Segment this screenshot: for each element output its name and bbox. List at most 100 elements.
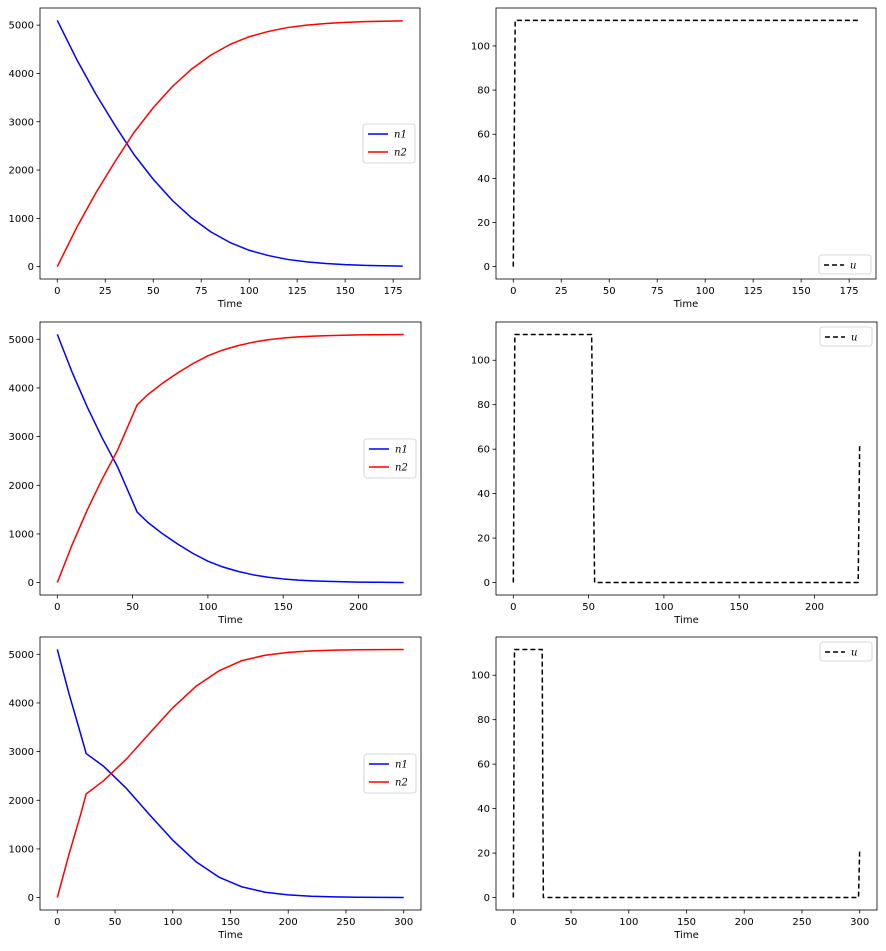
y-tick-label: 60	[477, 130, 490, 141]
x-tick-label: 0	[510, 917, 516, 928]
y-tick-label: 40	[477, 804, 490, 815]
x-tick-label: 300	[850, 917, 869, 928]
x-tick-label: 150	[730, 602, 749, 613]
plot-frame	[39, 7, 421, 280]
x-tick-label: 175	[384, 286, 403, 297]
legend-label-u: u	[851, 333, 857, 344]
y-tick-label: 0	[484, 893, 490, 904]
x-tick-label: 100	[654, 602, 673, 613]
x-tick-label: 50	[565, 917, 578, 928]
y-tick-label: 80	[477, 86, 490, 97]
y-tick-label: 3000	[9, 747, 34, 758]
x-tick-label: 0	[54, 286, 60, 297]
x-tick-label: 100	[198, 602, 217, 613]
x-tick-label: 50	[147, 286, 160, 297]
y-tick-label: 80	[477, 400, 490, 411]
y-tick-label: 0	[484, 578, 490, 589]
y-tick-label: 60	[477, 445, 490, 456]
legend-label-u: u	[851, 648, 857, 659]
y-tick-label: 1000	[9, 529, 34, 540]
series-line-u	[512, 648, 861, 899]
legend: u	[819, 326, 873, 347]
x-tick-label: 250	[792, 917, 811, 928]
x-tick-label: 150	[221, 917, 240, 928]
plot-frame	[495, 636, 878, 911]
y-tick-label: 4000	[9, 69, 34, 80]
x-tick-label: 100	[163, 917, 182, 928]
y-tick-label: 20	[477, 534, 490, 545]
x-axis-label: Time	[217, 930, 242, 941]
x-tick-label: 50	[109, 917, 122, 928]
x-tick-label: 125	[744, 286, 763, 297]
x-tick-label: 150	[336, 286, 355, 297]
legend: u	[818, 254, 872, 275]
x-tick-label: 200	[735, 917, 754, 928]
chart-panel-5: 0 50 100 150 200 250 300010002000300040005000T…	[9, 636, 422, 941]
legend-frame	[363, 753, 417, 794]
y-tick-label: 100	[471, 356, 490, 367]
series-line-n1	[56, 649, 404, 899]
x-tick-label: 175	[840, 286, 859, 297]
legend-frame	[818, 254, 872, 275]
y-tick-label: 1000	[9, 844, 34, 855]
y-tick-label: 0	[28, 893, 34, 904]
y-tick-label: 5000	[9, 21, 34, 32]
y-tick-label: 40	[477, 489, 490, 500]
y-tick-label: 60	[477, 760, 490, 771]
y-tick-label: 2000	[9, 481, 34, 492]
x-tick-label: 200	[279, 917, 298, 928]
y-tick-label: 3000	[9, 117, 34, 128]
x-axis-label: Time	[673, 299, 698, 310]
legend: n1 n2	[363, 753, 417, 794]
x-tick-label: 75	[651, 286, 664, 297]
chart-panel-6: 0 50 100 150 200 250 300 0 20 40 60 80 100 Time u	[471, 636, 878, 941]
y-tick-label: 2000	[9, 166, 34, 177]
x-tick-label: 50	[582, 602, 595, 613]
x-tick-label: 150	[274, 602, 293, 613]
y-tick-label: 20	[477, 849, 490, 860]
legend: n1 n2	[363, 438, 417, 479]
x-tick-label: 150	[677, 917, 696, 928]
y-tick-label: 0	[484, 262, 490, 273]
series-line-u	[512, 333, 861, 584]
y-tick-label: 1000	[9, 214, 34, 225]
x-tick-label: 75	[195, 286, 208, 297]
series-line-n1	[56, 334, 404, 584]
x-tick-label: 100	[619, 917, 638, 928]
x-tick-label: 0	[510, 602, 516, 613]
legend-label-n2: n2	[394, 148, 407, 159]
x-tick-label: 300	[394, 917, 413, 928]
x-tick-label: 100	[696, 286, 715, 297]
x-tick-label: 25	[555, 286, 568, 297]
series-line-n2	[56, 20, 403, 268]
legend-label-u: u	[850, 261, 856, 272]
series-line-n2	[56, 333, 404, 583]
y-tick-label: 5000	[9, 650, 34, 661]
x-tick-label: 25	[99, 286, 112, 297]
y-tick-label: 5000	[9, 335, 34, 346]
chart-panel-3: 0 50 100 150 200010002000300040005000Timen1n…	[9, 321, 422, 626]
legend-label-n2: n2	[395, 463, 408, 474]
legend-label-n1: n1	[395, 760, 408, 771]
legend-label-n1: n1	[395, 445, 408, 456]
legend-label-n1: n1	[394, 130, 407, 141]
x-tick-label: 50	[603, 286, 616, 297]
x-axis-label: Time	[217, 299, 242, 310]
y-tick-label: 3000	[9, 432, 34, 443]
legend-frame	[363, 438, 417, 479]
y-tick-label: 4000	[9, 383, 34, 394]
x-tick-label: 50	[126, 602, 139, 613]
x-tick-label: 100	[240, 286, 259, 297]
legend-label-n2: n2	[395, 778, 408, 789]
plot-frame	[495, 7, 877, 280]
legend: u	[819, 641, 873, 662]
plot-frame	[495, 321, 878, 596]
x-tick-label: 0	[510, 286, 516, 297]
chart-panel-2: 0 25 50 75 100 125 150 175 0 20 40 60 80 100 Time u	[471, 7, 877, 310]
x-tick-label: 125	[288, 286, 307, 297]
x-tick-label: 200	[349, 602, 368, 613]
series-line-u	[512, 19, 859, 267]
x-tick-label: 200	[805, 602, 824, 613]
